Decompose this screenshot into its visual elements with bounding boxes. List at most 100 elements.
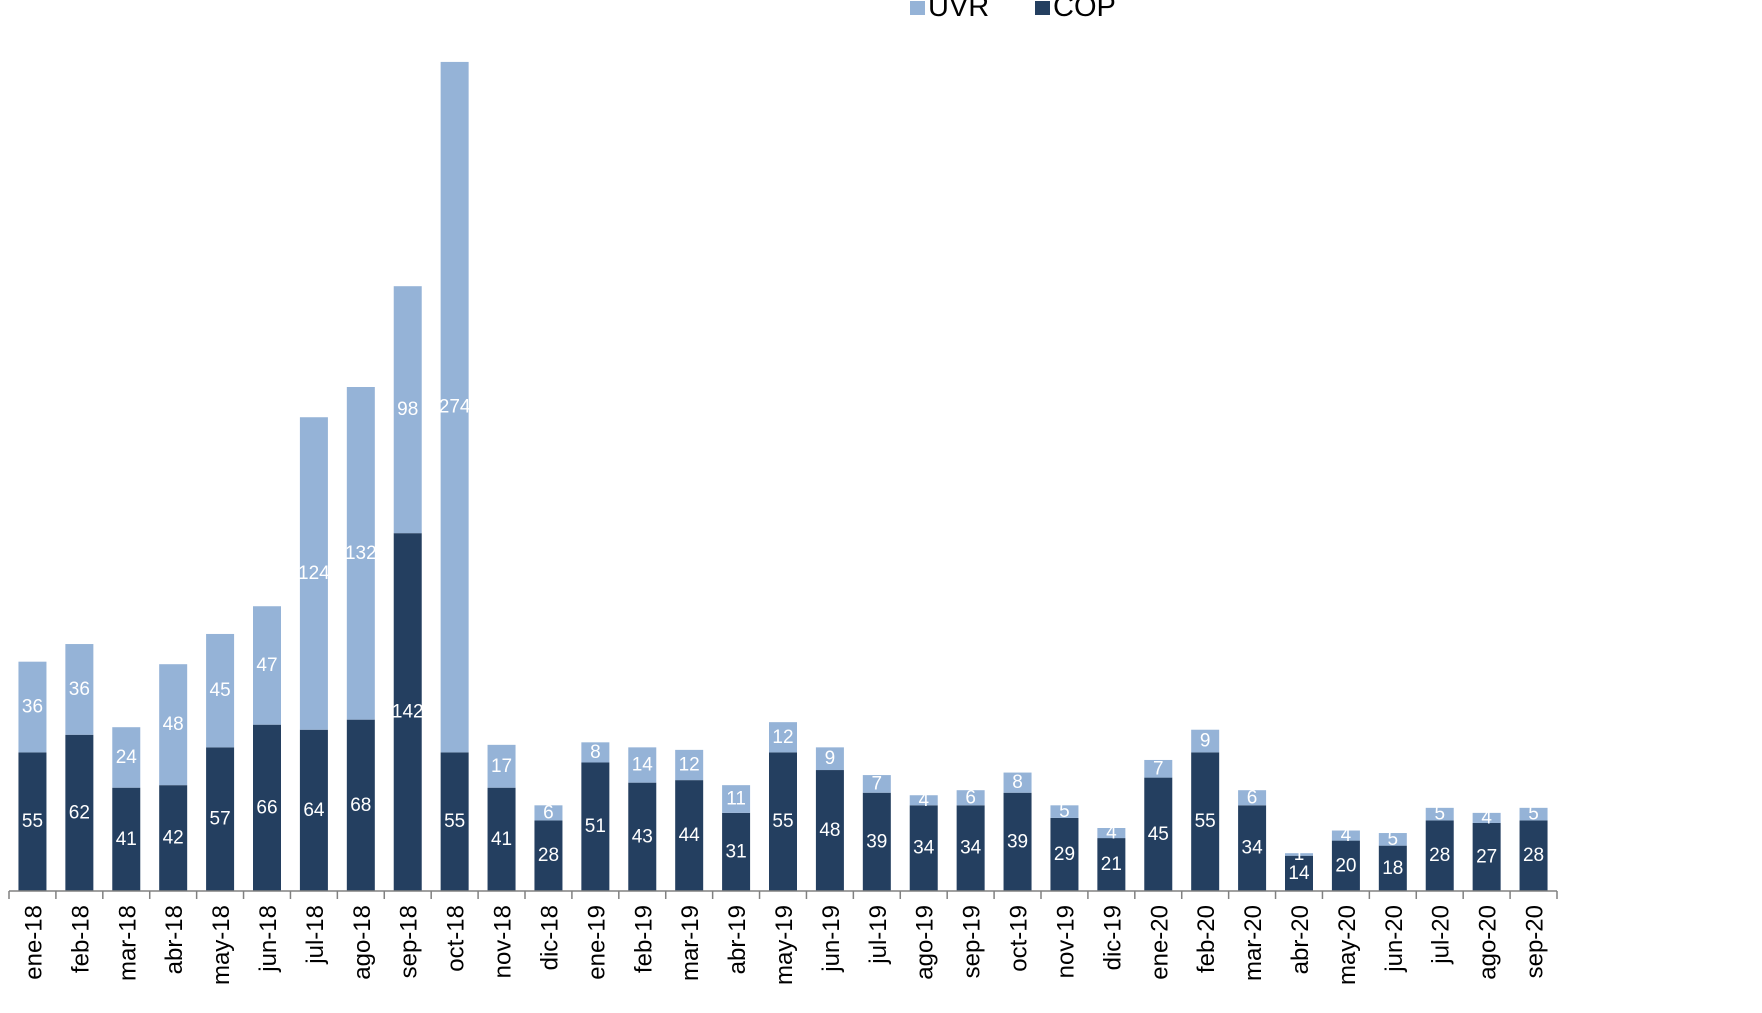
data-label-cop-sep-18: 142	[392, 702, 424, 723]
bar-uvr-jun-18	[253, 606, 281, 725]
data-label-uvr-mar-18: 24	[116, 747, 138, 768]
data-label-uvr-mar-20: 6	[1247, 787, 1258, 808]
bar-uvr-ago-20	[1472, 812, 1501, 823]
bar-cop-ene-18	[18, 752, 47, 891]
bar-cop-nov-19	[1050, 817, 1079, 891]
bar-cop-mar-20	[1238, 805, 1267, 891]
bar-uvr-feb-18	[65, 644, 94, 735]
data-label-cop-nov-19: 29	[1054, 844, 1075, 865]
bar-uvr-oct-19	[1003, 772, 1032, 793]
bar-cop-may-20	[1331, 840, 1360, 891]
x-tick-label-abr-18: abr-18	[161, 905, 188, 974]
data-label-uvr-nov-19: 5	[1059, 801, 1070, 822]
bar-cop-jul-20	[1425, 820, 1454, 891]
bar-uvr-mar-18	[112, 727, 141, 788]
bar-uvr-jul-19	[862, 775, 891, 793]
bar-uvr-oct-18	[440, 61, 469, 753]
x-tick-label-feb-20: feb-20	[1193, 905, 1220, 973]
bars-group	[18, 61, 1548, 891]
bar-cop-feb-18	[65, 734, 94, 891]
data-label-uvr-feb-19: 14	[632, 755, 654, 776]
bar-cop-nov-18	[487, 787, 516, 891]
bar-cop-abr-19	[722, 812, 751, 891]
data-label-cop-dic-19: 21	[1101, 854, 1122, 875]
data-label-cop-feb-19: 43	[632, 826, 653, 847]
data-label-cop-sep-19: 34	[960, 838, 982, 859]
x-tick-label-jun-18: jun-18	[255, 905, 282, 973]
data-label-cop-nov-18: 41	[491, 829, 512, 850]
data-label-cop-ago-18: 68	[350, 795, 371, 816]
x-tick-label-abr-19: abr-19	[724, 905, 751, 974]
data-label-uvr-mar-19: 12	[679, 755, 700, 776]
x-tick-label-feb-18: feb-18	[67, 905, 94, 973]
bar-cop-abr-18	[159, 785, 188, 891]
x-axis: ene-18 feb-18 mar-18 abr-18 may-18 jun-18 jul-…	[8, 890, 1558, 985]
data-label-cop-abr-18: 42	[163, 828, 184, 849]
data-label-cop-abr-20: 14	[1288, 863, 1310, 884]
data-label-uvr-ago-18: 132	[345, 543, 377, 564]
data-labels-group: 5536623641244248574566476412468132142985…	[22, 397, 1544, 884]
bar-uvr-nov-19	[1050, 805, 1079, 818]
bar-uvr-dic-19	[1097, 828, 1126, 839]
bar-cop-mar-19	[675, 780, 704, 891]
data-label-uvr-jul-19: 7	[872, 773, 883, 794]
data-label-uvr-jul-18: 124	[298, 563, 330, 584]
data-label-cop-feb-20: 55	[1195, 811, 1216, 832]
bar-cop-ago-18	[346, 719, 375, 891]
data-label-uvr-sep-18: 98	[397, 399, 418, 420]
x-tick-label-jul-18: jul-18	[302, 905, 329, 965]
data-label-cop-mar-20: 34	[1242, 838, 1264, 859]
data-label-uvr-dic-19: 4	[1106, 823, 1117, 844]
x-tick-label-jun-20: jun-20	[1381, 905, 1408, 973]
x-tick-label-ene-18: ene-18	[20, 905, 47, 980]
data-label-uvr-nov-18: 17	[491, 756, 512, 777]
data-label-uvr-sep-19: 6	[965, 787, 976, 808]
data-label-uvr-feb-20: 9	[1200, 731, 1211, 752]
bar-uvr-mar-20	[1238, 790, 1267, 806]
data-label-cop-ene-18: 55	[22, 811, 43, 832]
data-label-uvr-jul-20: 5	[1434, 804, 1445, 825]
data-label-cop-ene-19: 51	[585, 816, 606, 837]
legend-swatch-cop	[1035, 1, 1050, 15]
data-label-uvr-ago-19: 4	[918, 790, 929, 811]
data-label-cop-jul-19: 39	[866, 831, 887, 852]
x-tick-label-may-19: may-19	[771, 905, 798, 985]
x-tick-label-ago-20: ago-20	[1475, 905, 1502, 980]
data-label-uvr-sep-20: 5	[1528, 804, 1539, 825]
bar-uvr-jul-18	[299, 417, 328, 730]
bar-cop-oct-19	[1003, 792, 1032, 891]
x-tick-label-sep-20: sep-20	[1522, 905, 1549, 978]
data-label-uvr-may-18: 45	[210, 680, 231, 701]
bar-cop-may-18	[206, 747, 235, 891]
bar-cop-jul-19	[862, 792, 891, 891]
bar-uvr-mar-19	[675, 749, 704, 781]
bar-uvr-jul-20	[1425, 807, 1454, 821]
bar-uvr-ene-19	[581, 742, 610, 763]
bar-cop-jun-19	[815, 770, 844, 891]
x-tick-label-dic-19: dic-19	[1099, 905, 1126, 970]
legend-label-cop: COP	[1053, 0, 1116, 23]
bar-uvr-feb-19	[628, 747, 657, 783]
bar-uvr-may-19	[769, 722, 797, 753]
x-tick-label-oct-19: oct-19	[1006, 905, 1033, 972]
data-label-cop-may-19: 55	[772, 811, 793, 832]
legend-swatch-uvr	[910, 1, 925, 15]
bar-cop-abr-20	[1285, 855, 1313, 891]
bar-uvr-dic-18	[534, 805, 563, 821]
bar-cop-sep-18	[393, 533, 422, 891]
data-label-cop-jun-20: 18	[1382, 858, 1403, 879]
bar-uvr-abr-20	[1285, 853, 1313, 856]
bar-cop-may-19	[769, 752, 797, 891]
bar-cop-ene-19	[581, 762, 610, 891]
data-label-uvr-abr-18: 48	[163, 714, 184, 735]
bar-cop-ago-19	[909, 805, 938, 891]
x-tick-label-jul-19: jul-19	[865, 905, 892, 965]
bar-uvr-ene-20	[1144, 759, 1173, 778]
data-label-uvr-dic-18: 6	[543, 802, 554, 823]
data-label-uvr-oct-18: 274	[439, 397, 471, 418]
data-label-uvr-abr-20: 1	[1294, 844, 1305, 865]
data-label-cop-abr-19: 31	[726, 841, 747, 862]
data-label-cop-jul-20: 28	[1429, 845, 1450, 866]
data-label-uvr-ene-19: 8	[590, 742, 601, 763]
